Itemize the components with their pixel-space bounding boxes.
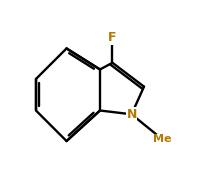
- Text: Me: Me: [153, 134, 171, 144]
- Text: F: F: [108, 31, 117, 45]
- Text: N: N: [126, 108, 137, 121]
